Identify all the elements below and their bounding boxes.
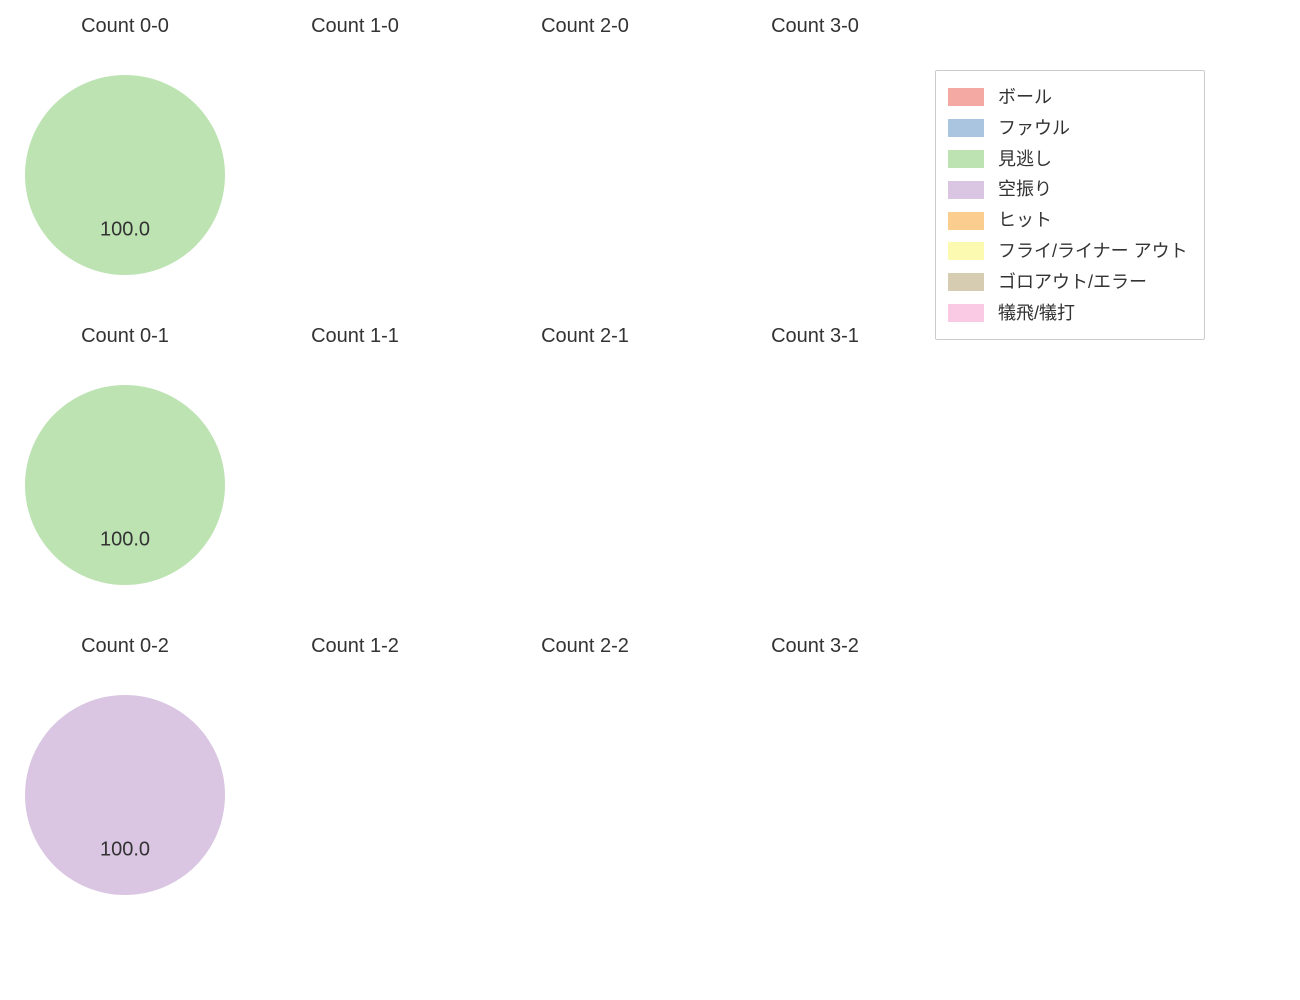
cell-title: Count 3-1 <box>700 325 930 348</box>
cell-title: Count 1-2 <box>240 635 470 658</box>
pie-cell: Count 3-1 <box>700 320 930 630</box>
cell-title: Count 3-0 <box>700 15 930 38</box>
pie-cell: Count 2-0 <box>470 10 700 320</box>
pie-chart: 100.0 <box>25 385 225 585</box>
pie-chart: 100.0 <box>25 75 225 275</box>
cell-title: Count 3-2 <box>700 635 930 658</box>
legend-swatch <box>948 212 984 230</box>
pie-cell: Count 0-2 100.0 <box>10 630 240 940</box>
pie-chart: 100.0 <box>25 695 225 895</box>
legend-label: ボール <box>998 83 1052 112</box>
legend-item-swing: 空振り <box>948 175 1188 204</box>
legend-swatch <box>948 150 984 168</box>
legend-item-foul: ファウル <box>948 114 1188 143</box>
cell-title: Count 0-2 <box>10 635 240 658</box>
legend-label: ゴロアウト/エラー <box>998 268 1147 297</box>
legend-item-ball: ボール <box>948 83 1188 112</box>
cell-title: Count 1-0 <box>240 15 470 38</box>
cell-title: Count 2-1 <box>470 325 700 348</box>
cell-title: Count 0-0 <box>10 15 240 38</box>
cell-title: Count 2-2 <box>470 635 700 658</box>
pie-cell: Count 1-0 <box>240 10 470 320</box>
legend-swatch <box>948 88 984 106</box>
pie-cell: Count 0-1 100.0 <box>10 320 240 630</box>
pie-cell: Count 1-2 <box>240 630 470 940</box>
pie-cell: Count 0-0 100.0 <box>10 10 240 320</box>
legend: ボールファウル見逃し空振りヒットフライ/ライナー アウトゴロアウト/エラー犠飛/… <box>935 70 1205 340</box>
legend-swatch <box>948 242 984 260</box>
legend-swatch <box>948 119 984 137</box>
legend-item-called: 見逃し <box>948 145 1188 174</box>
pie-cell: Count 3-0 <box>700 10 930 320</box>
pie-value-label: 100.0 <box>100 839 150 862</box>
legend-label: 見逃し <box>998 145 1052 174</box>
cell-title: Count 2-0 <box>470 15 700 38</box>
pie-cell: Count 2-2 <box>470 630 700 940</box>
legend-label: 犠飛/犠打 <box>998 299 1075 328</box>
pie-cell: Count 1-1 <box>240 320 470 630</box>
legend-swatch <box>948 273 984 291</box>
legend-item-hit: ヒット <box>948 206 1188 235</box>
cell-title: Count 1-1 <box>240 325 470 348</box>
legend-swatch <box>948 181 984 199</box>
legend-item-fly_out: フライ/ライナー アウト <box>948 237 1188 266</box>
chart-canvas: Count 0-0100.0Count 1-0Count 2-0Count 3-… <box>0 0 1300 1000</box>
pie-cell: Count 3-2 <box>700 630 930 940</box>
pie-value-label: 100.0 <box>100 529 150 552</box>
legend-item-ground_out: ゴロアウト/エラー <box>948 268 1188 297</box>
legend-item-sacrifice: 犠飛/犠打 <box>948 299 1188 328</box>
legend-label: 空振り <box>998 175 1052 204</box>
pie-cell: Count 2-1 <box>470 320 700 630</box>
legend-label: ファウル <box>998 114 1070 143</box>
legend-label: ヒット <box>998 206 1052 235</box>
pie-value-label: 100.0 <box>100 219 150 242</box>
legend-label: フライ/ライナー アウト <box>998 237 1188 266</box>
cell-title: Count 0-1 <box>10 325 240 348</box>
pie-grid: Count 0-0100.0Count 1-0Count 2-0Count 3-… <box>10 10 930 940</box>
legend-swatch <box>948 304 984 322</box>
